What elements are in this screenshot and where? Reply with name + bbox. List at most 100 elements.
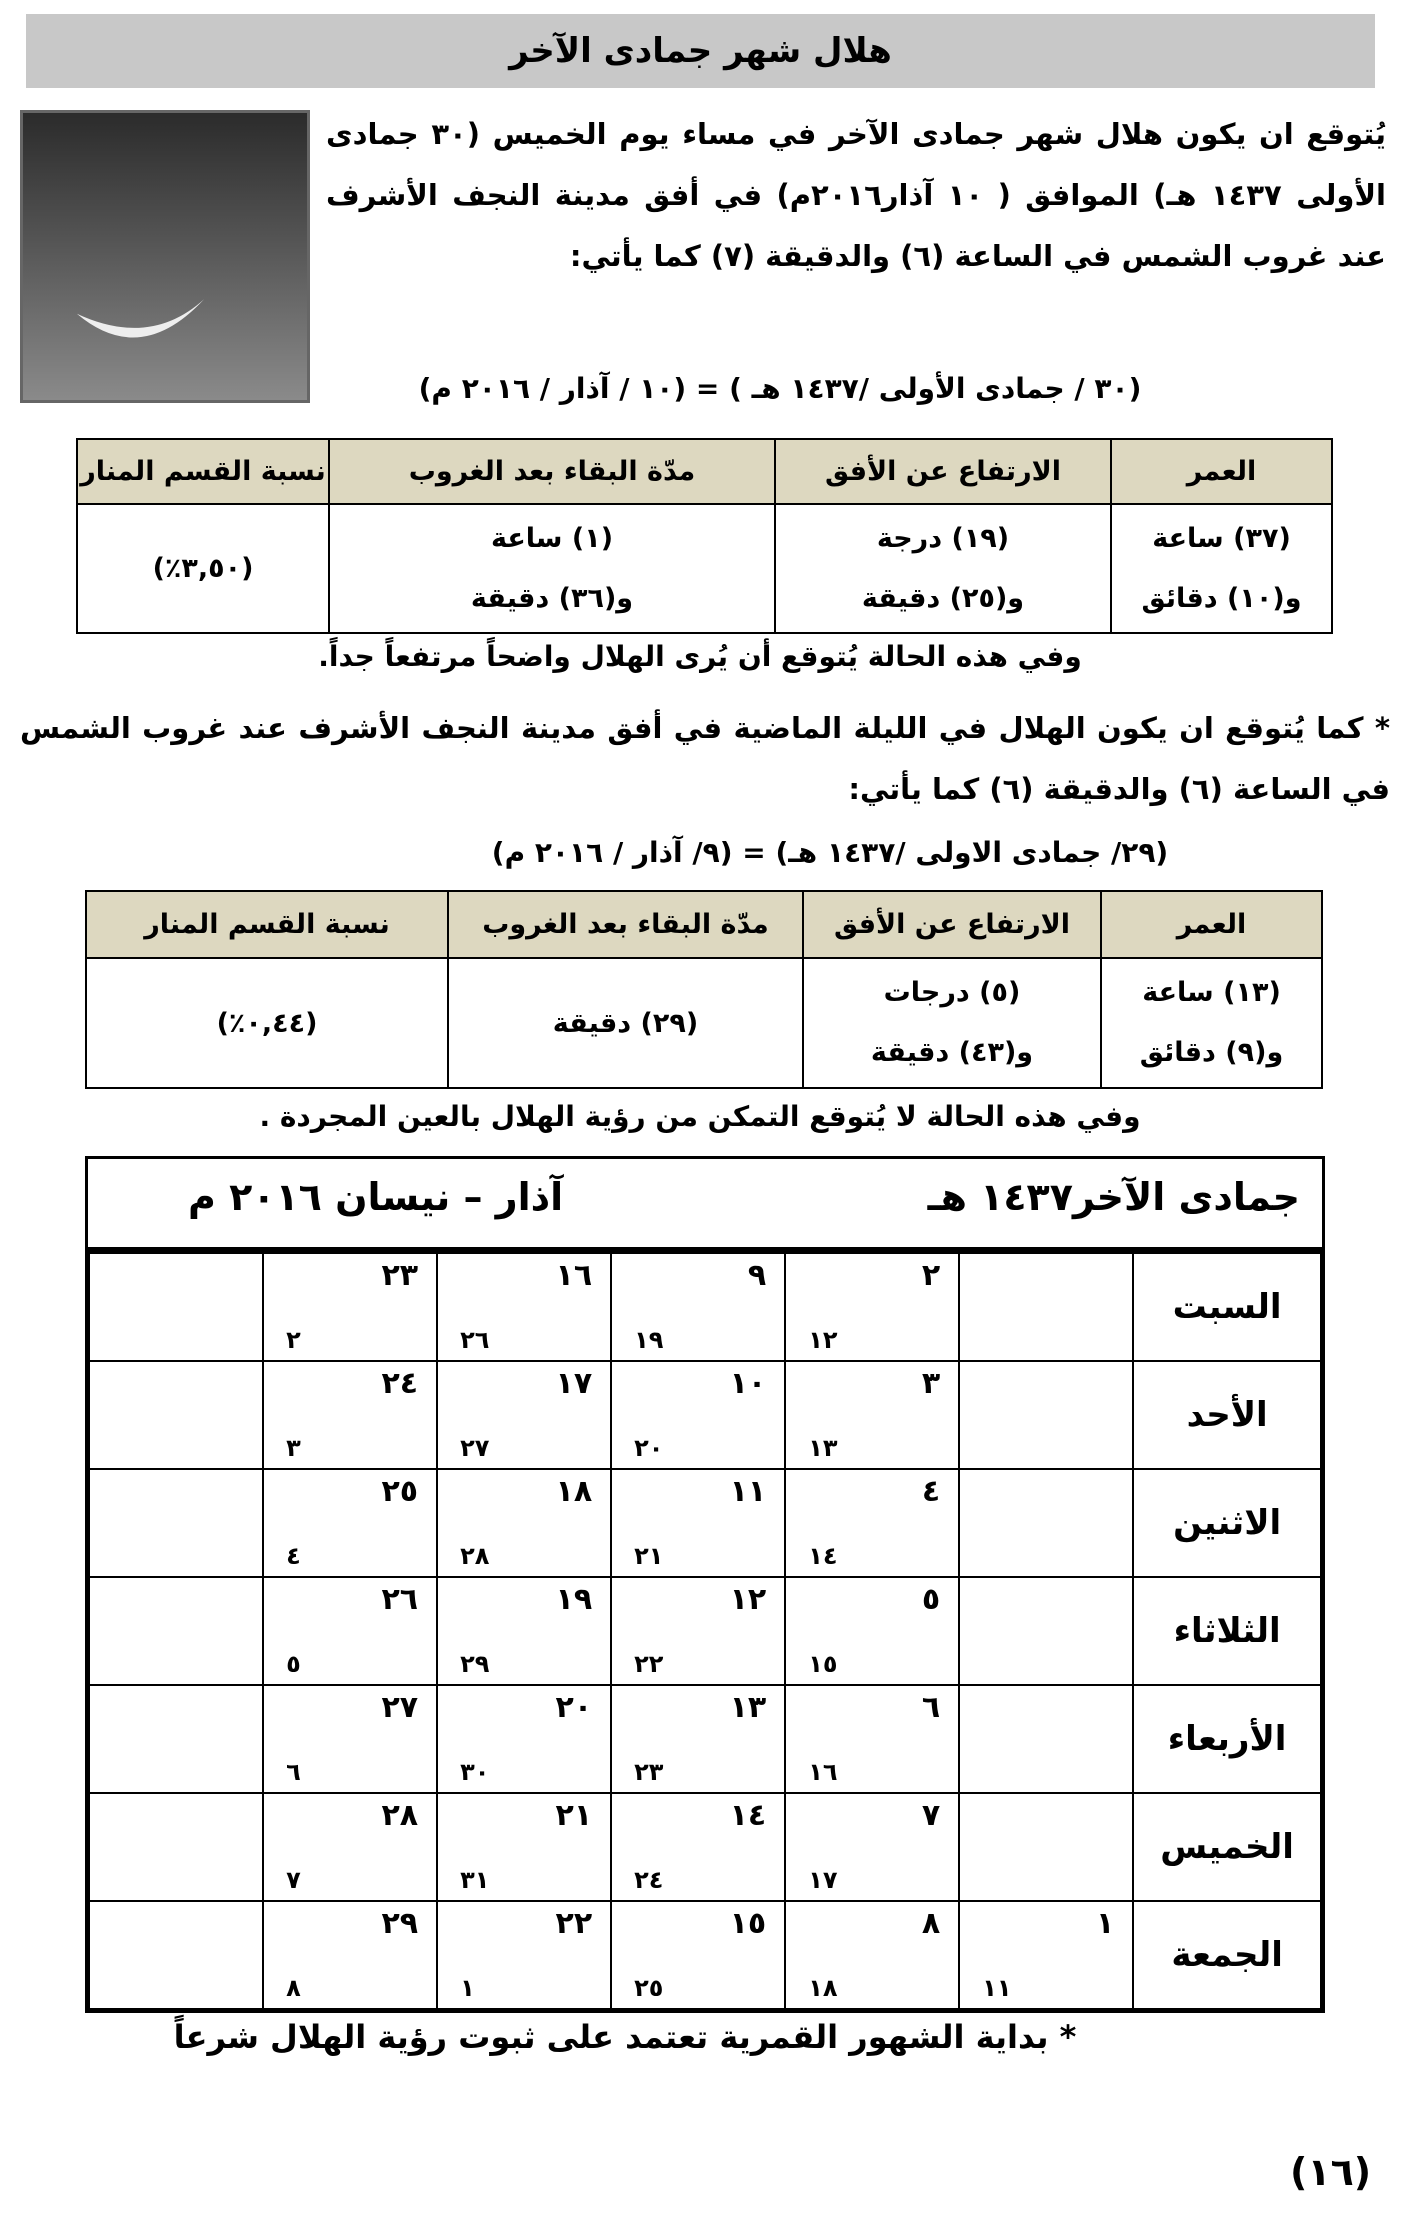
calendar-row: الأحد ٣ ١٣ ١٠ ٢٠ ١٧ ٢٧ ٢٤ ٣ <box>87 1360 1322 1470</box>
weekday-label: الأربعاء <box>1132 1684 1322 1794</box>
gregorian-day: ٤ <box>286 1542 301 1570</box>
calendar-day-cell: ٩ ١٩ <box>610 1252 787 1362</box>
cell-duration: (١) ساعة و(٣٦) دقيقة <box>328 503 776 634</box>
gregorian-day: ٢١ <box>634 1542 664 1570</box>
calendar-row: الجمعة ١ ١١ ٨ ١٨ ١٥ ٢٥ ٢٢ ١ ٢٩ ٨ <box>87 1900 1322 2010</box>
header-altitude: الارتفاع عن الأفق <box>774 438 1112 505</box>
gregorian-day: ٥ <box>286 1650 301 1678</box>
header-altitude: الارتفاع عن الأفق <box>802 890 1102 959</box>
cell-duration: (٢٩) دقيقة <box>447 957 804 1089</box>
calendar-day-cell: ١٤ ٢٤ <box>610 1792 787 1902</box>
calendar-day-cell: ٤ ١٤ <box>784 1468 961 1578</box>
note-2: وفي هذه الحالة لا يُتوقع التمكن من رؤية … <box>259 1100 1141 1133</box>
calendar-empty-cell <box>958 1792 1135 1902</box>
calendar-day-cell: ١٠ ٢٠ <box>610 1360 787 1470</box>
calendar-day-cell: ٢١ ٣١ <box>436 1792 613 1902</box>
gregorian-day: ١٥ <box>808 1650 838 1678</box>
calendar-day-cell: ٥ ١٥ <box>784 1576 961 1686</box>
hijri-day: ٥ <box>921 1582 941 1617</box>
calendar-empty-cell <box>958 1360 1135 1470</box>
calendar-day-cell: ١٩ ٢٩ <box>436 1576 613 1686</box>
calendar-empty-cell <box>87 1360 265 1470</box>
cell-illumination: (٣,٥٠٪) <box>76 503 330 634</box>
hijri-day: ٢١ <box>555 1798 593 1833</box>
gregorian-day: ١٤ <box>808 1542 838 1570</box>
calendar-row: السبت ٢ ١٢ ٩ ١٩ ١٦ ٢٦ ٢٣ ٢ <box>87 1252 1322 1362</box>
calendar-day-cell: ٢٧ ٦ <box>262 1684 439 1794</box>
hijri-day: ١١ <box>729 1474 767 1509</box>
hijri-day: ٢٠ <box>555 1690 593 1725</box>
hijri-day: ٢ <box>921 1258 941 1293</box>
cell-age: (٣٧) ساعة و(١٠) دقائق <box>1110 503 1333 634</box>
calendar-day-cell: ١٨ ٢٨ <box>436 1468 613 1578</box>
calendar-empty-cell <box>87 1468 265 1578</box>
calendar-row: الثلاثاء ٥ ١٥ ١٢ ٢٢ ١٩ ٢٩ ٢٦ ٥ <box>87 1576 1322 1686</box>
calendar-empty-cell <box>87 1252 265 1362</box>
footnote: * بداية الشهور القمرية تعتمد على ثبوت رؤ… <box>173 2018 1077 2056</box>
calendar-day-cell: ١٥ ٢٥ <box>610 1900 787 2010</box>
hijri-month-title: جمادى الآخر١٤٣٧ هـ <box>927 1175 1300 1219</box>
calendar-day-cell: ٢٩ ٨ <box>262 1900 439 2010</box>
calendar-empty-cell <box>87 1576 265 1686</box>
date-line-1: (٣٠ / جمادى الأولى /١٤٣٧ هـ ) = (١٠ / آذ… <box>418 372 1142 405</box>
gregorian-day: ٨ <box>286 1974 301 2002</box>
note-1: وفي هذه الحالة يُتوقع أن يُرى الهلال واض… <box>318 640 1082 673</box>
calendar-day-cell: ١٣ ٢٣ <box>610 1684 787 1794</box>
calendar-empty-cell <box>958 1252 1135 1362</box>
gregorian-day: ٣٠ <box>460 1758 490 1786</box>
calendar-day-cell: ٢٤ ٣ <box>262 1360 439 1470</box>
calendar-day-cell: ١١ ٢١ <box>610 1468 787 1578</box>
gregorian-day: ٢٩ <box>460 1650 490 1678</box>
calendar-day-cell: ٢٠ ٣٠ <box>436 1684 613 1794</box>
hijri-day: ١ <box>1095 1906 1115 1941</box>
hijri-day: ١٣ <box>729 1690 767 1725</box>
gregorian-day: ١٨ <box>808 1974 838 2002</box>
gregorian-day: ١٧ <box>808 1866 838 1894</box>
hijri-day: ١٩ <box>555 1582 593 1617</box>
hijri-day: ١٥ <box>729 1906 767 1941</box>
calendar-grid: السبت ٢ ١٢ ٩ ١٩ ١٦ ٢٦ ٢٣ ٢ الأحد ٣ ١٣ ١٠ ٢٠ ١٧ ٢٧ ٢٤ ٣ الا… <box>87 1252 1322 2010</box>
gregorian-day: ٦ <box>286 1758 301 1786</box>
cell-age: (١٣) ساعة و(٩) دقائق <box>1100 957 1323 1089</box>
gregorian-day: ٢٨ <box>460 1542 490 1570</box>
hijri-day: ٧ <box>921 1798 941 1833</box>
hijri-day: ٣ <box>921 1366 941 1401</box>
gregorian-day: ٢٦ <box>460 1326 490 1354</box>
calendar-empty-cell <box>958 1576 1135 1686</box>
hijri-day: ٢٩ <box>381 1906 419 1941</box>
cell-altitude: (٥) درجات و(٤٣) دقيقة <box>802 957 1102 1089</box>
intro-paragraph: يُتوقع ان يكون هلال شهر جمادى الآخر في م… <box>326 117 1386 273</box>
weekday-label: الخميس <box>1132 1792 1322 1902</box>
calendar-day-cell: ٢٥ ٤ <box>262 1468 439 1578</box>
calendar-row: الأربعاء ٦ ١٦ ١٣ ٢٣ ٢٠ ٣٠ ٢٧ ٦ <box>87 1684 1322 1794</box>
weekday-label: السبت <box>1132 1252 1322 1362</box>
calendar: جمادى الآخر١٤٣٧ هـ آذار – نيسان ٢٠١٦ م ا… <box>85 1156 1325 2013</box>
calendar-row: الاثنين ٤ ١٤ ١١ ٢١ ١٨ ٢٨ ٢٥ ٤ <box>87 1468 1322 1578</box>
gregorian-day: ٢٤ <box>634 1866 664 1894</box>
gregorian-day: ١٢ <box>808 1326 838 1354</box>
calendar-day-cell: ٢٢ ١ <box>436 1900 613 2010</box>
calendar-day-cell: ٢٣ ٢ <box>262 1252 439 1362</box>
gregorian-day: ٣ <box>286 1434 301 1462</box>
calendar-empty-cell <box>87 1900 265 2010</box>
calendar-header: جمادى الآخر١٤٣٧ هـ آذار – نيسان ٢٠١٦ م <box>88 1159 1322 1252</box>
page-number: (١٦) <box>1290 2150 1372 2194</box>
gregorian-day: ٢٠ <box>634 1434 664 1462</box>
header-illumination: نسبة القسم المنار <box>85 890 449 959</box>
calendar-day-cell: ١٢ ٢٢ <box>610 1576 787 1686</box>
gregorian-day: ١٩ <box>634 1326 664 1354</box>
hijri-day: ٢٨ <box>381 1798 419 1833</box>
hijri-day: ١٦ <box>555 1258 593 1293</box>
hijri-day: ٤ <box>921 1474 941 1509</box>
date-line-2: (٢٩/ جمادى الاولى /١٤٣٧ هـ) = (٩/ آذار /… <box>491 836 1169 869</box>
hijri-day: ١٨ <box>555 1474 593 1509</box>
calendar-row: الخميس ٧ ١٧ ١٤ ٢٤ ٢١ ٣١ ٢٨ ٧ <box>87 1792 1322 1902</box>
calendar-empty-cell <box>87 1792 265 1902</box>
calendar-empty-cell <box>87 1684 265 1794</box>
header-duration: مدّة البقاء بعد الغروب <box>328 438 776 505</box>
calendar-day-cell: ١ ١١ <box>958 1900 1135 2010</box>
crescent-moon-image <box>20 110 310 403</box>
moon-data-table-2: العمر الارتفاع عن الأفق مدّة البقاء بعد … <box>85 890 1323 1089</box>
calendar-empty-cell <box>958 1684 1135 1794</box>
hijri-day: ٢٤ <box>381 1366 419 1401</box>
